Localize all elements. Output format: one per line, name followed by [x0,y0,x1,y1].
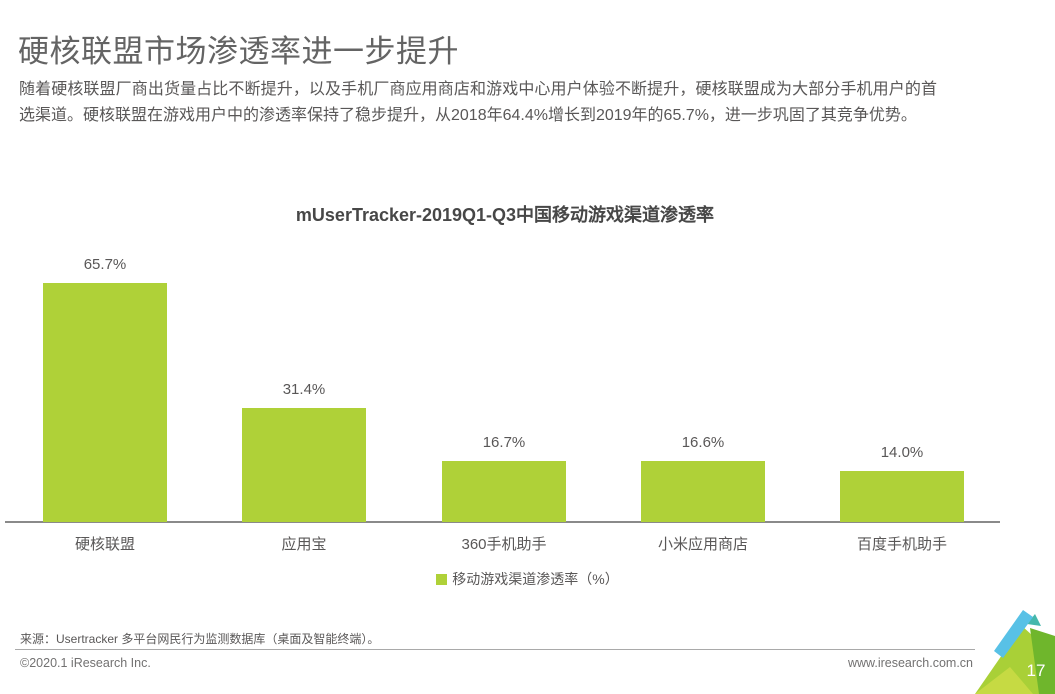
footer-divider [15,649,975,650]
bar-value-label: 31.4% [282,381,326,398]
bar-value-label: 16.6% [681,434,725,451]
bar-value-label: 16.7% [482,434,526,451]
chart-legend: 移动游戏渠道渗透率（%） [0,569,1055,589]
bar-category-label: 应用宝 [281,536,327,553]
bar [442,461,566,522]
bar-category-label: 百度手机助手 [856,536,947,553]
bar-value-label: 14.0% [880,444,924,461]
copyright-text: ©2020.1 iResearch Inc. [20,656,151,670]
legend-label: 移动游戏渠道渗透率（%） [452,571,619,587]
website-link[interactable]: www.iresearch.com.cn [847,656,973,670]
page-title: 硬核联盟市场渗透率进一步提升 [18,33,459,69]
page-number: 17 [1027,661,1046,680]
corner-green-triangle [1030,628,1055,694]
chart-title: mUserTracker-2019Q1-Q3中国移动游戏渠道渗透率 [295,205,715,225]
bar-category-label: 硬核联盟 [74,536,135,553]
bar [242,408,366,522]
source-note: 来源：Usertracker 多平台网民行为监测数据库（桌面及智能终端）。 [20,632,380,646]
x-axis-line [5,521,1000,523]
body-paragraph: 随着硬核联盟厂商出货量占比不断提升，以及手机厂商应用商店和游戏中心用户体验不断提… [19,81,937,124]
corner-decoration: 17 [975,610,1055,694]
bar-category-label: 360手机助手 [461,536,547,553]
corner-blue-shard [994,610,1033,658]
bar-value-label: 65.7% [83,256,127,273]
bar [641,461,765,522]
bar-category-label: 小米应用商店 [657,536,748,553]
corner-lightgreen-triangle [975,667,1033,694]
corner-teal-triangle [1027,614,1041,626]
bar [43,283,167,522]
legend-color-swatch [436,573,448,585]
bar [840,471,964,522]
